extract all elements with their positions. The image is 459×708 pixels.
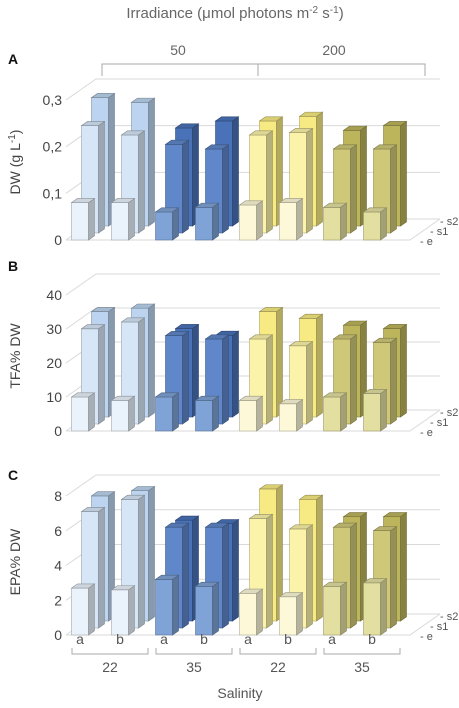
depth-label-s2: - s2 <box>440 407 458 419</box>
bar-e-2 <box>154 574 180 636</box>
x-axis-label: Salinity <box>217 685 262 701</box>
bar-e-2 <box>154 392 180 432</box>
category-label: a <box>328 631 336 647</box>
panel-letter: A <box>8 51 18 67</box>
irradiance-label-50: 50 <box>170 42 186 58</box>
panel-a: A DW (g L-1) 0 0,1 0,2 0,3 - e- s1- s2 <box>7 51 458 248</box>
salinity-bracket: 22 35 22 35 Salinity <box>71 648 401 701</box>
irradiance-bracket: 50 200 <box>101 42 426 76</box>
bar-e-7 <box>362 578 388 636</box>
y-tick-label: 40 <box>46 287 62 303</box>
salinity-group-label: 22 <box>270 659 286 675</box>
category-label: b <box>200 631 208 647</box>
bar-e-4 <box>238 395 264 432</box>
y-tick-label: 0 <box>54 627 62 643</box>
y-tick-label: 2 <box>54 592 62 608</box>
gridline <box>65 273 440 296</box>
panel-letter: C <box>8 467 18 483</box>
bar-e-5 <box>278 591 304 636</box>
depth-label-s1: - s1 <box>430 621 448 633</box>
depth-labels: - e- s1- s2 <box>420 407 458 439</box>
y-ticks: 0 0,1 0,2 0,3 <box>43 92 63 248</box>
y-tick-label: 0,3 <box>43 92 63 108</box>
bar-e-3 <box>194 581 220 636</box>
bar-e-5 <box>278 399 304 432</box>
y-axis-label: TFA% DW <box>7 323 23 389</box>
bar-e-6 <box>322 202 348 241</box>
bar-e-3 <box>194 395 220 432</box>
irradiance-label-200: 200 <box>322 42 346 58</box>
bar-e-2 <box>154 207 180 241</box>
bar-e-7 <box>362 207 388 241</box>
y-tick-label: 0 <box>54 232 62 248</box>
panel-letter: B <box>8 258 18 274</box>
category-label: a <box>160 631 168 647</box>
y-tick-label: 20 <box>46 355 62 371</box>
floor-line <box>66 218 441 241</box>
gridline <box>65 474 440 497</box>
bar-e-6 <box>322 581 348 636</box>
salinity-group-label: 35 <box>354 659 370 675</box>
panel-c: C EPA% DW 0 2 4 6 8 - e- s1- s2 <box>7 467 458 643</box>
depth-label-s1: - s1 <box>430 226 448 238</box>
bar-e-4 <box>238 200 264 241</box>
depth-label-s2: - s2 <box>440 216 458 228</box>
y-axis-label: EPA% DW <box>7 528 23 595</box>
y-tick-label: 8 <box>54 488 62 504</box>
y-ticks: 0 2 4 6 8 <box>54 488 62 643</box>
bar-e-4 <box>238 588 264 636</box>
depth-labels: - e- s1- s2 <box>420 611 458 643</box>
y-tick-label: 6 <box>54 523 62 539</box>
gridline <box>65 307 440 330</box>
bar-e-0 <box>70 583 96 636</box>
salinity-group-label: 35 <box>186 659 202 675</box>
y-tick-label: 0,2 <box>43 139 63 155</box>
panel-b: B TFA% DW 0 10 20 30 40 - e- s1- s2 <box>7 258 458 439</box>
gridline <box>65 78 440 101</box>
bar-e-1 <box>110 197 136 241</box>
y-tick-label: 30 <box>46 321 62 337</box>
bar-e-3 <box>194 202 220 241</box>
depth-label-s1: - s1 <box>430 417 448 429</box>
floor-line <box>66 613 441 636</box>
floor-line <box>66 409 441 432</box>
bar-e-0 <box>70 197 96 241</box>
depth-label-e: - e <box>420 236 433 248</box>
depth-label-s2: - s2 <box>440 611 458 623</box>
y-tick-label: 4 <box>54 558 62 574</box>
category-label: a <box>76 631 84 647</box>
salinity-group-label: 22 <box>102 659 118 675</box>
bar-e-5 <box>278 197 304 241</box>
figure-title: Irradiance (μmol photons m-2 s-1) <box>126 5 343 22</box>
bar-e-0 <box>70 392 96 432</box>
bar-e-1 <box>110 585 136 636</box>
y-axis-label: DW (g L-1) <box>7 130 23 195</box>
bars <box>70 303 408 432</box>
bars <box>70 484 408 636</box>
depth-label-e: - e <box>420 631 433 643</box>
y-tick-label: 0,1 <box>43 185 63 201</box>
depth-labels: - e- s1- s2 <box>420 216 458 248</box>
bars <box>70 92 408 241</box>
y-tick-label: 10 <box>46 389 62 405</box>
category-label: b <box>116 631 124 647</box>
y-ticks: 0 10 20 30 40 <box>46 287 62 439</box>
category-label: b <box>368 631 376 647</box>
bar-e-7 <box>362 388 388 432</box>
category-label: a <box>244 631 252 647</box>
bar-e-6 <box>322 392 348 432</box>
depth-label-e: - e <box>420 427 433 439</box>
bar-e-1 <box>110 395 136 432</box>
category-label: b <box>284 631 292 647</box>
y-tick-label: 0 <box>54 423 62 439</box>
